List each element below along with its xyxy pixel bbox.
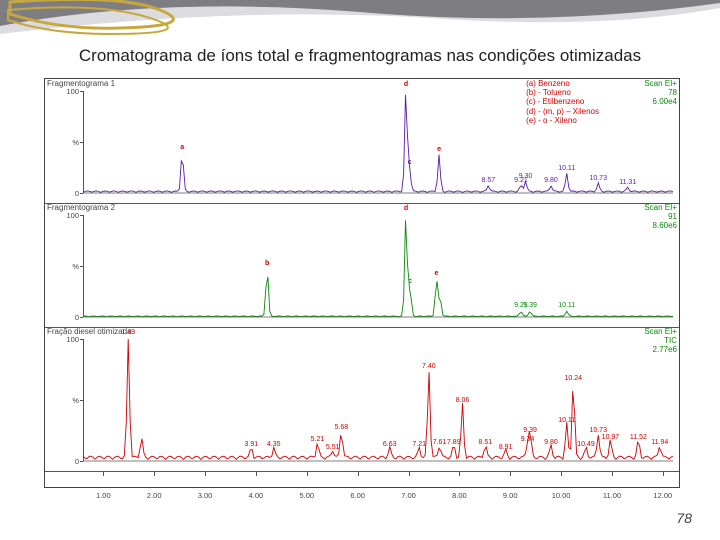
peak-label: 10.73 — [589, 427, 607, 434]
peak-label: 10.11 — [558, 302, 575, 309]
peak-label: 10.73 — [589, 175, 607, 182]
chromatogram-panel: Fragmentograma 1Scan EI+786.00e4(a) Benz… — [45, 79, 679, 204]
peak-label: 9.39 — [523, 427, 537, 434]
peak-label: 7.61 — [433, 439, 447, 446]
peak-label: 10.49 — [577, 441, 595, 448]
peak-label: 9.80 — [544, 177, 558, 184]
peak-label: d — [404, 205, 408, 212]
peak-label: 8.57 — [482, 177, 496, 184]
peak-label: 7.89 — [447, 439, 461, 446]
chromatogram-figure: Fragmentograma 1Scan EI+786.00e4(a) Benz… — [44, 78, 680, 488]
peak-label: e — [435, 270, 439, 277]
peak-label: 8.06 — [456, 397, 470, 404]
peak-label: c — [408, 159, 412, 166]
peak-label: 10.24 — [565, 375, 583, 382]
peak-label: 9.30 — [519, 173, 533, 180]
x-tick-label: 11.00 — [603, 491, 621, 500]
peak-label: 11.31 — [619, 179, 636, 186]
peak-label: b — [265, 260, 269, 267]
x-tick-label: 9.00 — [503, 491, 518, 500]
peak-label: 1.49 — [121, 329, 135, 336]
peak-label: 10.11 — [558, 165, 575, 172]
page-number: 78 — [676, 510, 692, 526]
x-tick-label: 5.00 — [299, 491, 314, 500]
page-title: Cromatograma de íons total e fragmentogr… — [0, 46, 720, 66]
x-axis: 1.002.003.004.005.006.007.008.009.0010.0… — [45, 471, 679, 488]
peak-label: 11.94 — [651, 439, 668, 446]
chromatogram-trace — [45, 327, 679, 471]
peak-label: 9.80 — [544, 439, 558, 446]
peak-label: a — [180, 144, 184, 151]
peak-label: e — [437, 146, 441, 153]
peak-label: 8.51 — [479, 439, 493, 446]
chromatogram-panel: Fragmentograma 2Scan EI+918.60e60%100bdc… — [45, 203, 679, 328]
peak-label: 9.39 — [523, 302, 537, 309]
peak-label: 5.68 — [335, 424, 349, 431]
chromatogram-trace — [45, 203, 679, 327]
peak-label: 3.91 — [245, 441, 259, 448]
x-tick-label: 6.00 — [350, 491, 365, 500]
peak-label: 7.40 — [422, 363, 436, 370]
peak-label: 9.34 — [521, 436, 535, 443]
peak-label: 10.11 — [558, 417, 575, 424]
peak-label: 4.35 — [267, 441, 281, 448]
chromatogram-panel: Fração diesel otimizadaScan EI+TIC2.77e6… — [45, 327, 679, 472]
x-tick-label: 7.00 — [401, 491, 416, 500]
peak-label: 6.63 — [383, 441, 397, 448]
peak-label: 7.21 — [412, 441, 426, 448]
peak-label: 11.52 — [630, 434, 647, 441]
peak-label: 5.21 — [311, 436, 325, 443]
x-tick-label: 12.00 — [653, 491, 672, 500]
peak-label: 8.91 — [499, 444, 513, 451]
x-tick-label: 3.00 — [198, 491, 213, 500]
peak-label: 5.51 — [326, 444, 340, 451]
x-tick-label: 8.00 — [452, 491, 467, 500]
peak-label: d — [404, 81, 408, 88]
x-tick-label: 2.00 — [147, 491, 162, 500]
peak-label: 10.97 — [602, 434, 620, 441]
peak-label: c — [408, 278, 412, 285]
chromatogram-trace — [45, 79, 679, 203]
x-tick-label: 4.00 — [249, 491, 264, 500]
x-tick-label: 10.00 — [552, 491, 571, 500]
x-tick-label: 1.00 — [96, 491, 111, 500]
